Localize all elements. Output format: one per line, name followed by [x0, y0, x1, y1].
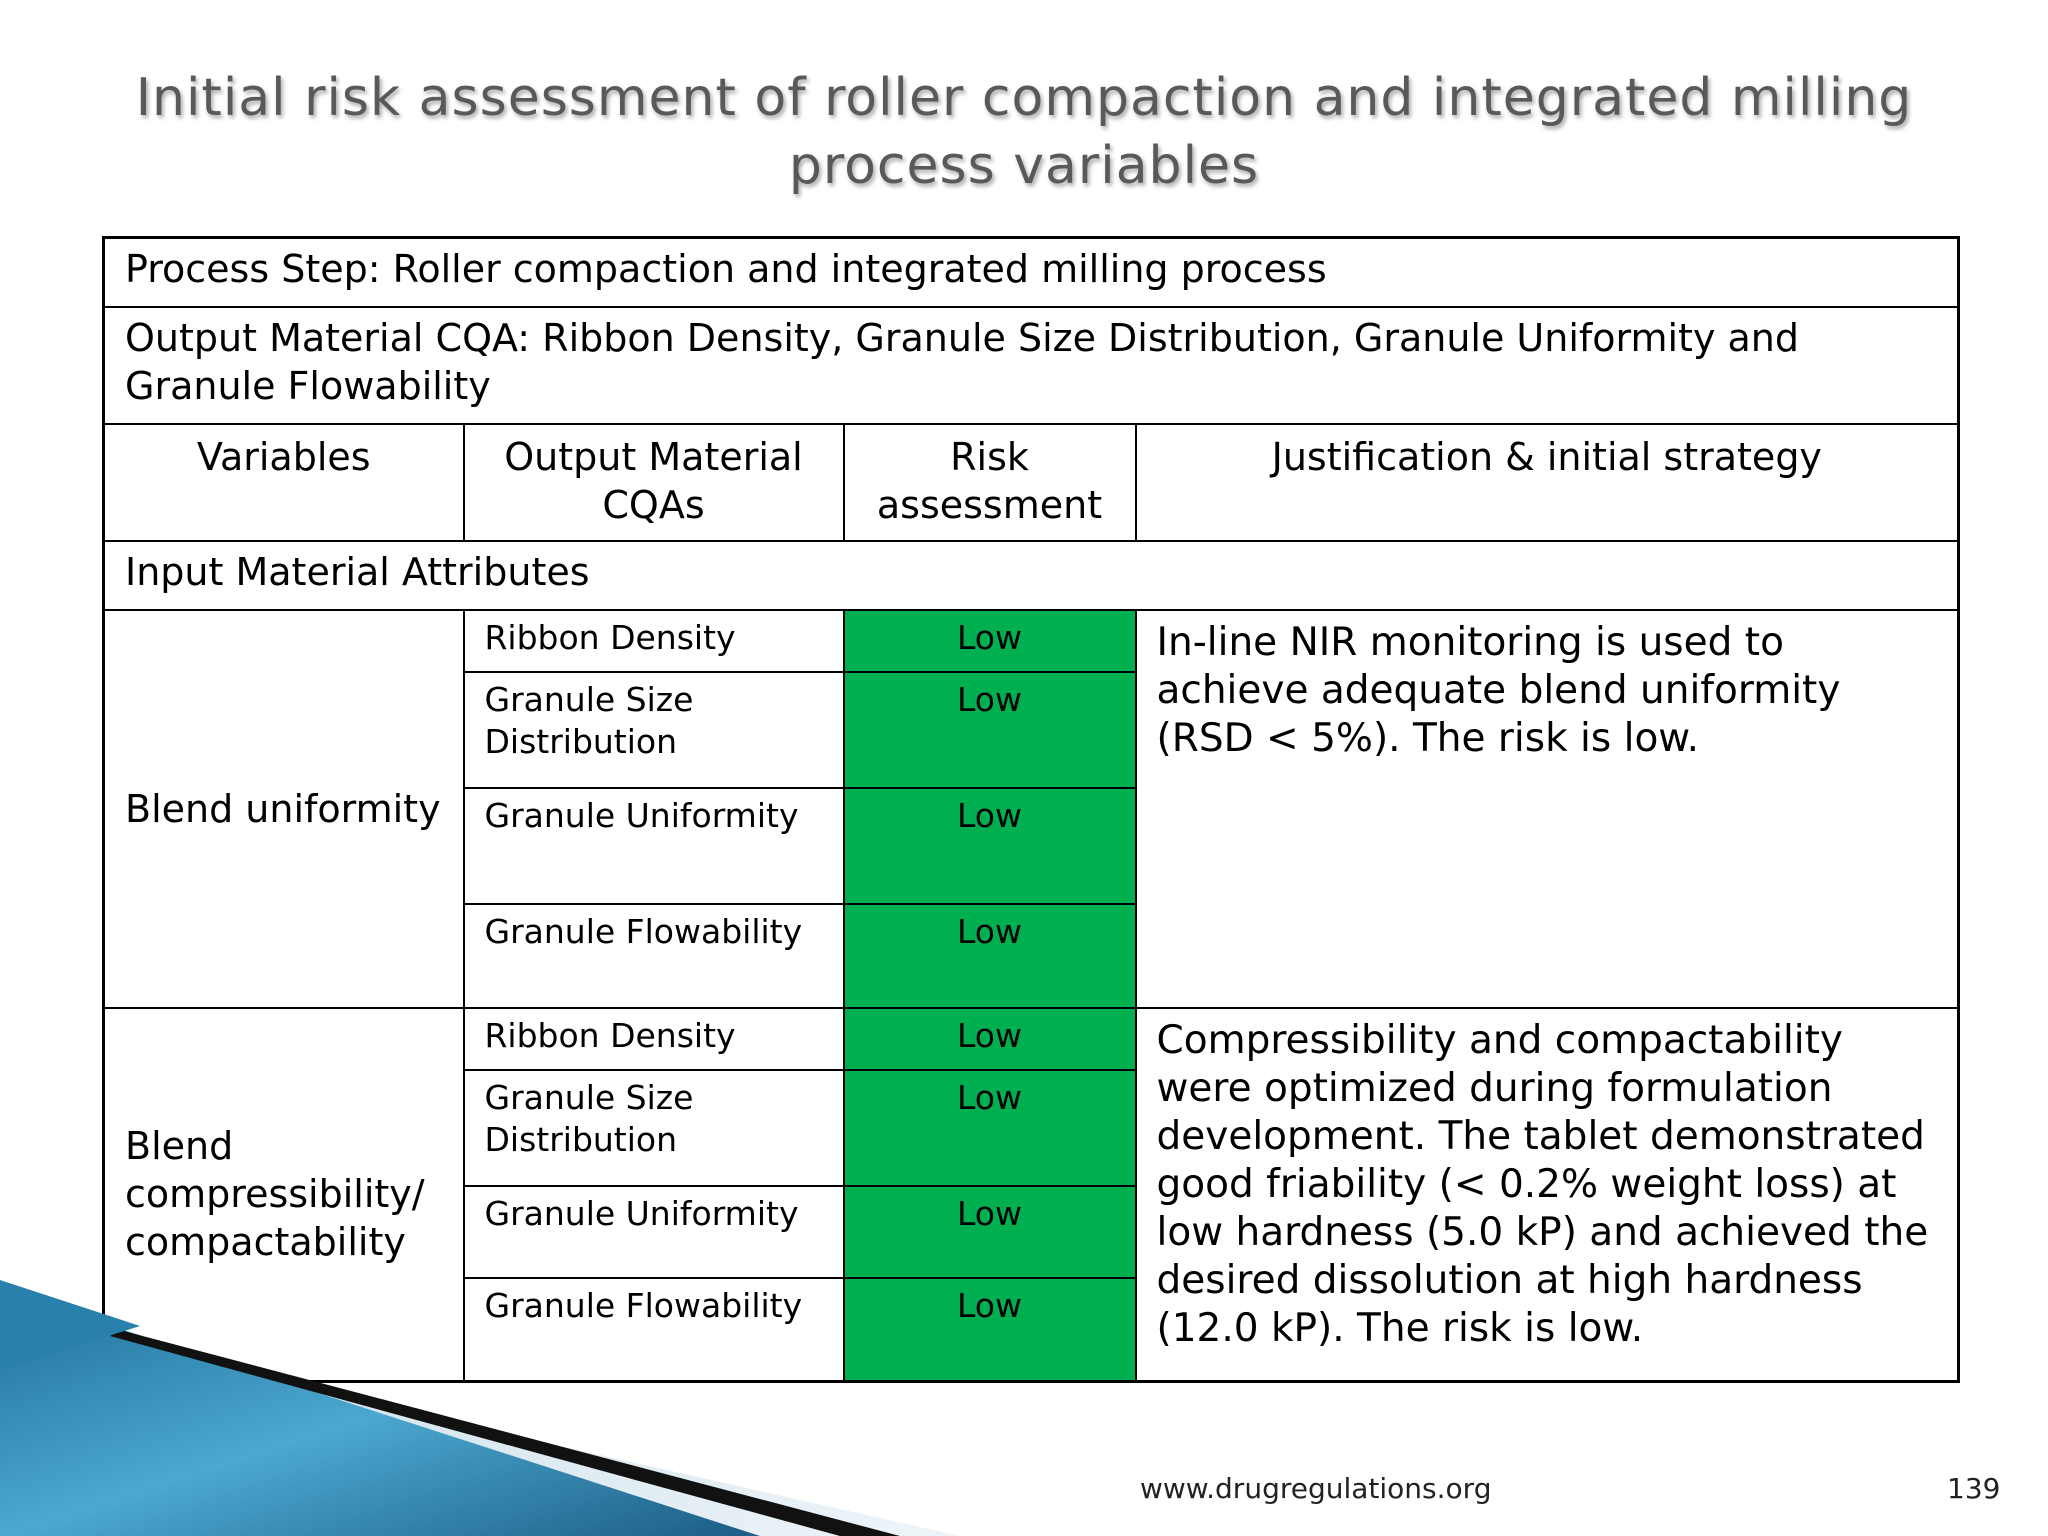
- section-label: Input Material Attributes: [102, 539, 1960, 611]
- cqa-cell: Granule Flowability: [462, 1276, 845, 1383]
- table-row: Granule Flowability Low: [104, 902, 1959, 1009]
- risk-cell: Low: [842, 1068, 1137, 1187]
- header-justification: Justification & initial strategy: [1134, 422, 1960, 542]
- risk-cell: Low: [842, 1006, 1137, 1071]
- risk-cell: Low: [842, 1276, 1137, 1383]
- cqa-cell: Granule Size Distribution: [462, 1068, 845, 1187]
- risk-cell: Low: [842, 608, 1137, 673]
- variable-cell: Blend compressibility/ compactability: [102, 1006, 465, 1383]
- cqa-cell: Ribbon Density: [462, 608, 845, 673]
- process-step-cell: Process Step: Roller compaction and inte…: [102, 236, 1960, 308]
- header-risk-assessment: Risk assessment: [842, 422, 1137, 542]
- variable-cell: Blend uniformity: [102, 608, 465, 1009]
- slide-corner-decoration: [0, 1280, 960, 1536]
- justification-cell: In-line NIR monitoring is used to achiev…: [1134, 608, 1960, 1009]
- slide-title: Initial risk assessment of roller compac…: [135, 68, 1913, 196]
- cqa-cell: Ribbon Density: [462, 1006, 845, 1071]
- table-row: Granule Uniformity Low: [104, 1184, 1959, 1279]
- section-row: Input Material Attributes: [102, 539, 1960, 611]
- cqa-cell: Granule Size Distribution: [462, 670, 845, 789]
- risk-cell: Low: [842, 670, 1137, 789]
- header-row: Variables Output Material CQAs Risk asse…: [102, 422, 1960, 542]
- header-variables: Variables: [102, 422, 465, 542]
- cqa-cell: Granule Uniformity: [462, 1184, 845, 1279]
- output-cqa-row: Output Material CQA: Ribbon Density, Gra…: [102, 305, 1960, 425]
- table-row: Granule Size Distribution Low: [104, 1068, 1959, 1187]
- process-step-row: Process Step: Roller compaction and inte…: [102, 236, 1960, 308]
- table-row: Granule Size Distribution Low: [104, 670, 1959, 789]
- justification-cell: Compressibility and compactability were …: [1134, 1006, 1960, 1383]
- risk-cell: Low: [842, 1184, 1137, 1279]
- page-number: 139: [1947, 1472, 2001, 1505]
- table-row: Blend compressibility/ compactability Ri…: [102, 1006, 1960, 1383]
- table-row: Blend uniformity Ribbon Density Low In-l…: [102, 608, 1960, 1009]
- table-row: Granule Uniformity Low: [104, 786, 1959, 905]
- cqa-cell: Granule Flowability: [462, 902, 845, 1009]
- header-output-cqas: Output Material CQAs: [462, 422, 845, 542]
- risk-cell: Low: [842, 786, 1137, 905]
- risk-assessment-table: Process Step: Roller compaction and inte…: [102, 236, 1961, 1383]
- risk-cell: Low: [842, 902, 1137, 1009]
- output-cqa-cell: Output Material CQA: Ribbon Density, Gra…: [102, 305, 1960, 425]
- footer-url: www.drugregulations.org: [1140, 1472, 1492, 1505]
- cqa-cell: Granule Uniformity: [462, 786, 845, 905]
- table-row: Granule Flowability Low: [104, 1276, 1959, 1383]
